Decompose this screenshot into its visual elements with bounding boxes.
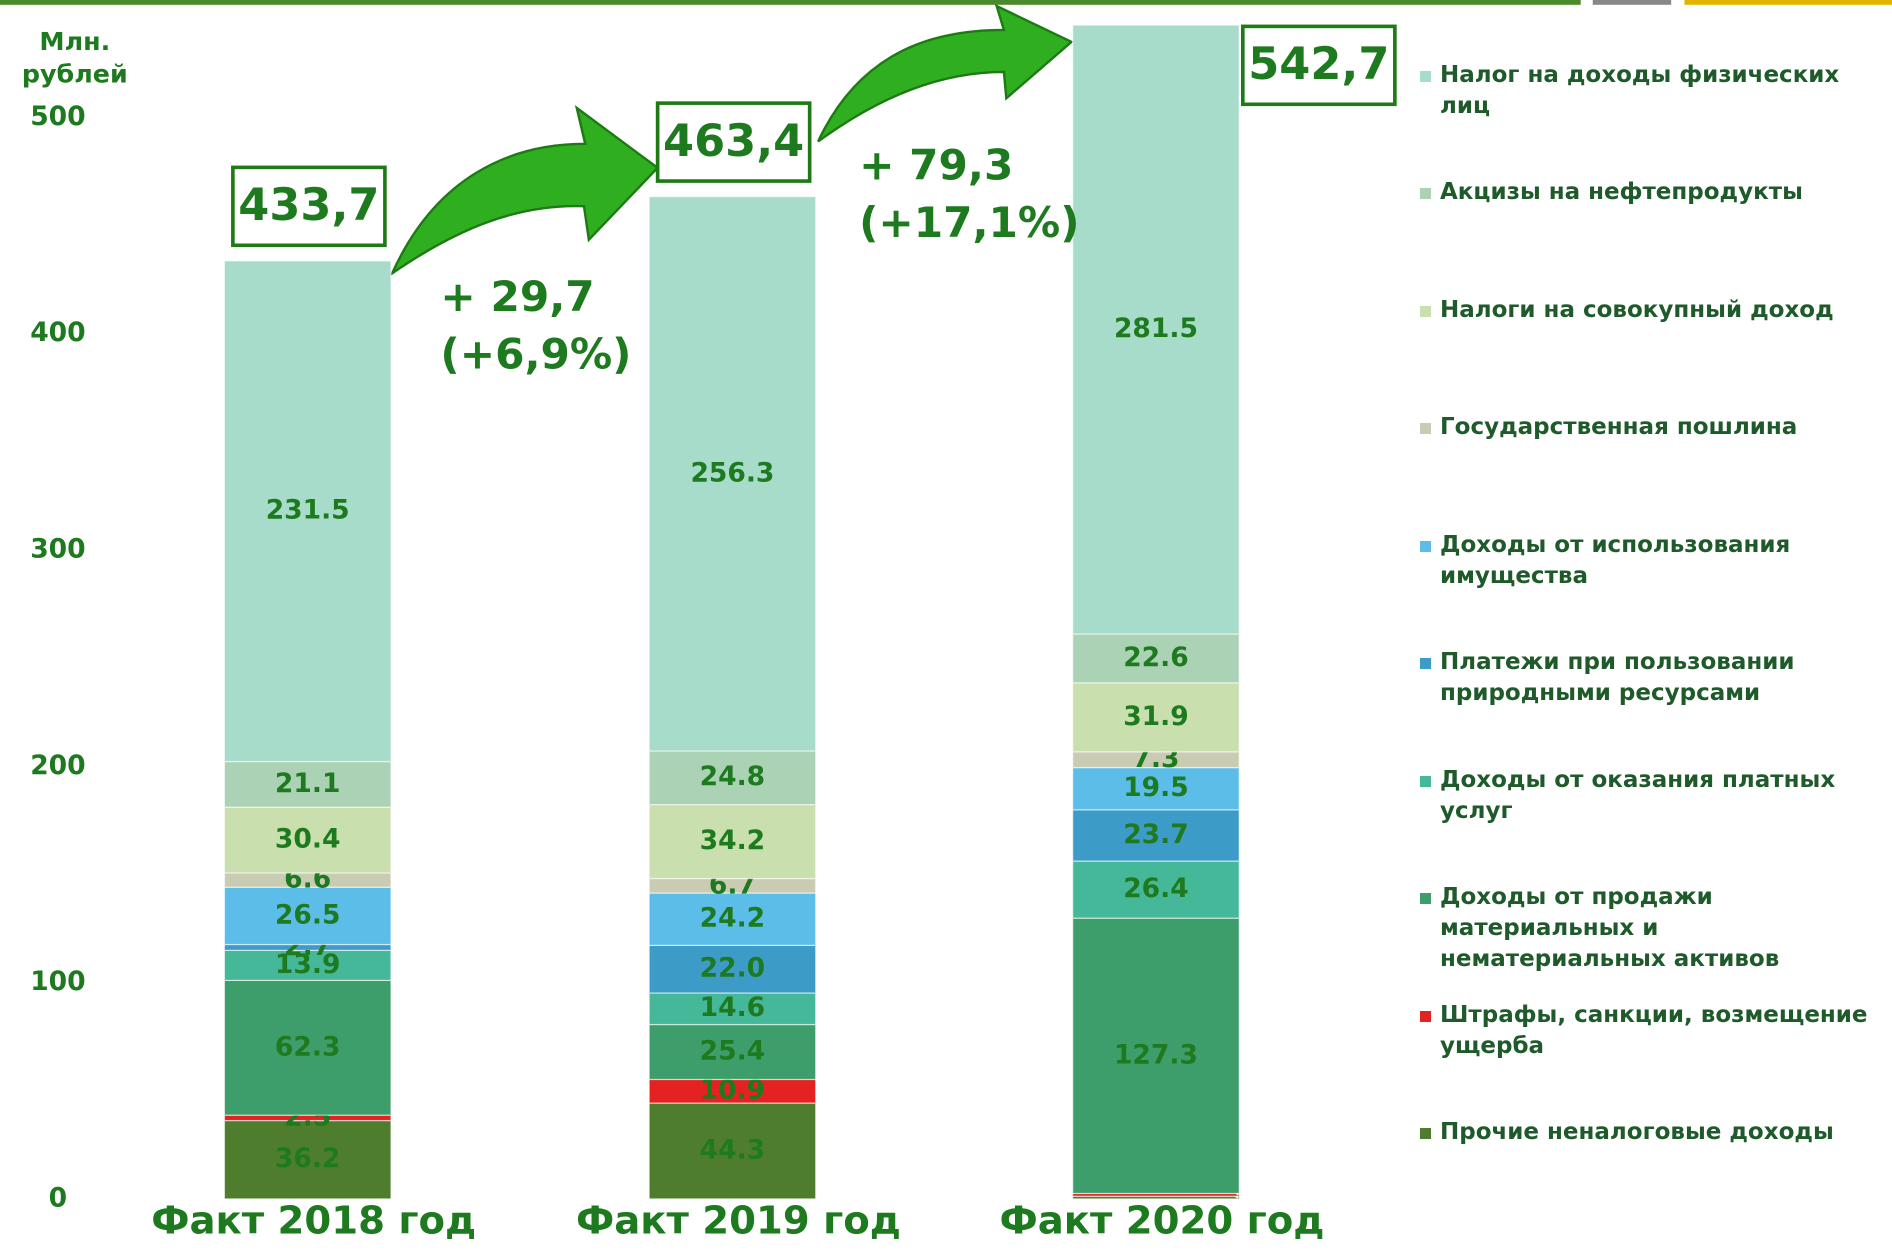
legend-label: Акцизы на нефтепродукты [1440,179,1803,206]
total-box [1241,24,1397,107]
bar-segment [223,806,392,874]
legend-swatch [1420,1010,1431,1022]
legend-label: Налог на доходы физических лиц [1440,61,1840,119]
data-label: 25.4 [700,1036,765,1067]
data-label: 44.3 [700,1135,765,1166]
y-tick-label: 100 [30,966,85,997]
y-tick-label: 400 [30,317,85,348]
bar-segment [1072,860,1240,919]
legend-label: Государственная пошлина [1440,414,1798,441]
bar-segment [648,944,817,994]
total-box [231,165,387,248]
growth-arrow [817,3,1074,143]
bar-segment [648,803,817,880]
legend-swatch [1420,70,1431,82]
change-label: + 29,7 [440,272,594,321]
total-box [655,101,812,183]
legend-swatch [1420,540,1431,552]
bar-segment [223,886,392,946]
legend-label: Доходы от оказания платных услуг [1440,766,1836,824]
legend-item: Налог на доходы физических лиц [1420,60,1888,122]
legend-item: Доходы от продажи материальных и нематер… [1420,882,1888,975]
legend-swatch [1420,658,1431,670]
data-label: 62.3 [275,1031,340,1062]
legend-item: Доходы от использования имущества [1420,530,1888,592]
bar-segment [1072,917,1240,1195]
header-block [1592,0,1672,5]
data-label: 256.3 [690,457,774,488]
legend-swatch [1420,775,1431,787]
data-label: 14.6 [700,992,765,1023]
legend-swatch [1420,423,1431,435]
x-tick-label: Факт 2018 год [151,1198,476,1243]
bar-segment [1072,24,1240,635]
data-label: 231.5 [266,495,350,526]
total-label: 463,4 [663,116,804,167]
bar-segment [223,979,392,1116]
legend-swatch [1420,188,1431,200]
x-tick-label: Факт 2019 год [576,1198,901,1243]
data-label: 24.2 [700,903,765,934]
data-label: 21.1 [275,768,340,799]
data-label: 26.5 [275,899,340,930]
legend-item: Платежи при пользовании природными ресур… [1420,647,1888,709]
data-label: 26.4 [1123,873,1188,904]
change-label: (+17,1%) [859,198,1079,247]
legend-swatch [1420,305,1431,317]
data-label: 24.8 [700,761,765,792]
bar-segment [648,1102,817,1200]
legend-label: Платежи при пользовании природными ресур… [1440,649,1795,707]
legend-item: Налоги на совокупный доход [1420,295,1888,326]
data-label: 34.2 [700,825,765,856]
data-label: 13.9 [275,949,340,980]
x-tick-label: Факт 2020 год [999,1198,1324,1243]
legend-item: Прочие неналоговые доходы [1420,1117,1888,1148]
change-label: (+6,9%) [440,330,631,379]
bar-segment [648,1023,817,1081]
bar-segment [223,260,392,763]
legend-label: Налоги на совокупный доход [1440,296,1834,323]
bar-segment [223,949,392,982]
data-label: 281.5 [1114,313,1198,344]
legend-item: Акцизы на нефтепродукты [1420,177,1888,208]
data-label: 19.5 [1123,772,1188,803]
y-tick-label: 500 [30,101,85,132]
bar-segment [1072,809,1240,862]
data-label: 127.3 [1114,1039,1198,1070]
legend-item: Штрафы, санкции, возмещение ущерба [1420,1000,1888,1062]
legend-label: Прочие неналоговые доходы [1440,1119,1834,1146]
bar-segment [1072,767,1240,811]
growth-arrow [389,104,660,277]
header-line [0,0,1581,5]
data-label: 31.9 [1123,701,1188,732]
data-label: 22.6 [1123,642,1188,673]
change-label: + 79,3 [859,140,1013,189]
bar-segment [648,892,817,946]
y-tick-label: 200 [30,750,85,781]
y-tick-label: 300 [30,534,85,565]
axis-title: Млн. рублей [22,27,128,88]
data-label: 30.4 [275,824,340,855]
legend-label: Штрафы, санкции, возмещение ущерба [1440,1001,1868,1059]
bar-segment [648,196,817,752]
bar-segment [223,1119,392,1200]
bar-segment [1072,682,1240,753]
data-label: 36.2 [275,1143,340,1174]
data-label: 22.0 [700,953,765,984]
legend-item: Государственная пошлина [1420,412,1888,443]
legend-swatch [1420,893,1431,905]
data-label: 23.7 [1123,819,1188,850]
legend-swatch [1420,1128,1431,1140]
bar-segment [1072,633,1240,684]
total-label: 542,7 [1248,39,1389,90]
legend-item: Доходы от оказания платных услуг [1420,765,1888,827]
legend-label: Доходы от использования имущества [1440,531,1791,589]
total-label: 433,7 [238,180,379,231]
header-block [1684,0,1892,5]
legend-label: Доходы от продажи материальных и нематер… [1440,884,1780,973]
y-tick-label: 0 [49,1182,67,1213]
